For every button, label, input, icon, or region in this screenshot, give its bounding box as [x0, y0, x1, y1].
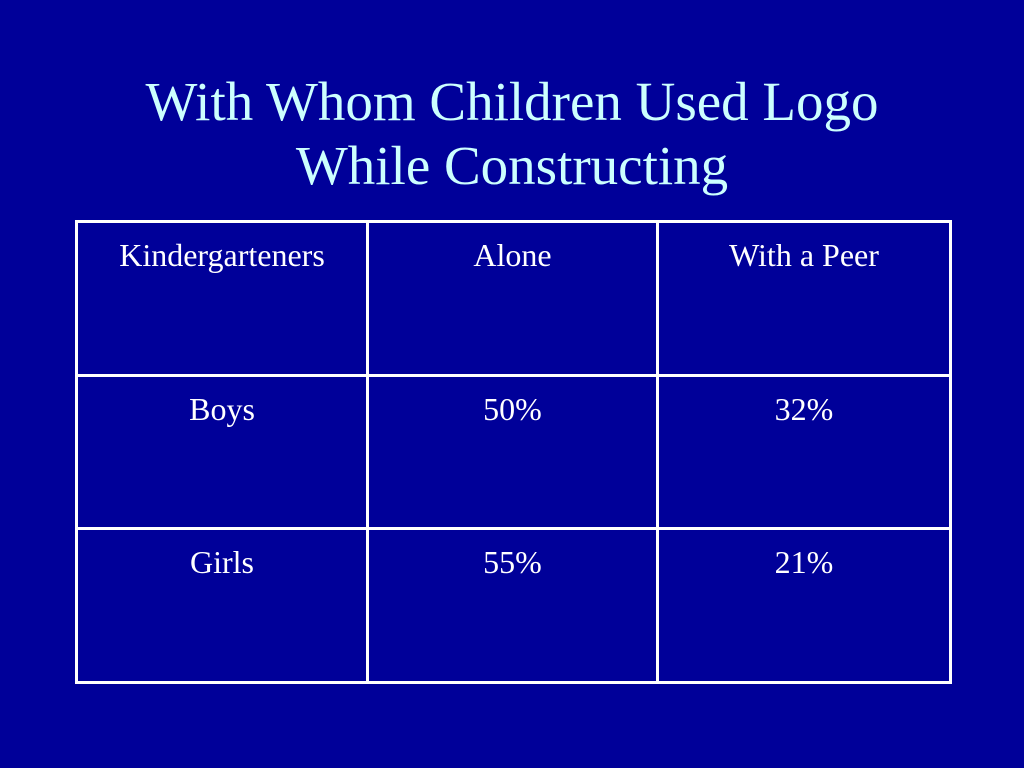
table-cell: 50% — [366, 373, 659, 531]
table-header-cell: With a Peer — [656, 220, 952, 377]
slide-title-line-2: While Constructing — [295, 135, 729, 196]
slide-title-line-1: With Whom Children Used Logo — [145, 71, 879, 132]
table-cell: 32% — [656, 373, 952, 531]
table-row-label: Girls — [75, 527, 369, 684]
table-header-cell: Kindergarteners — [75, 220, 369, 377]
table-row: Girls 55% 21% — [75, 527, 952, 684]
table-cell: 55% — [366, 527, 659, 684]
data-table: Kindergarteners Alone With a Peer Boys 5… — [75, 220, 952, 684]
table-row: Boys 50% 32% — [75, 373, 952, 531]
table-header-cell: Alone — [366, 220, 659, 377]
table-header-row: Kindergarteners Alone With a Peer — [75, 220, 952, 377]
table-row-label: Boys — [75, 373, 369, 531]
slide-title: With Whom Children Used Logo While Const… — [0, 70, 1024, 198]
table-cell: 21% — [656, 527, 952, 684]
